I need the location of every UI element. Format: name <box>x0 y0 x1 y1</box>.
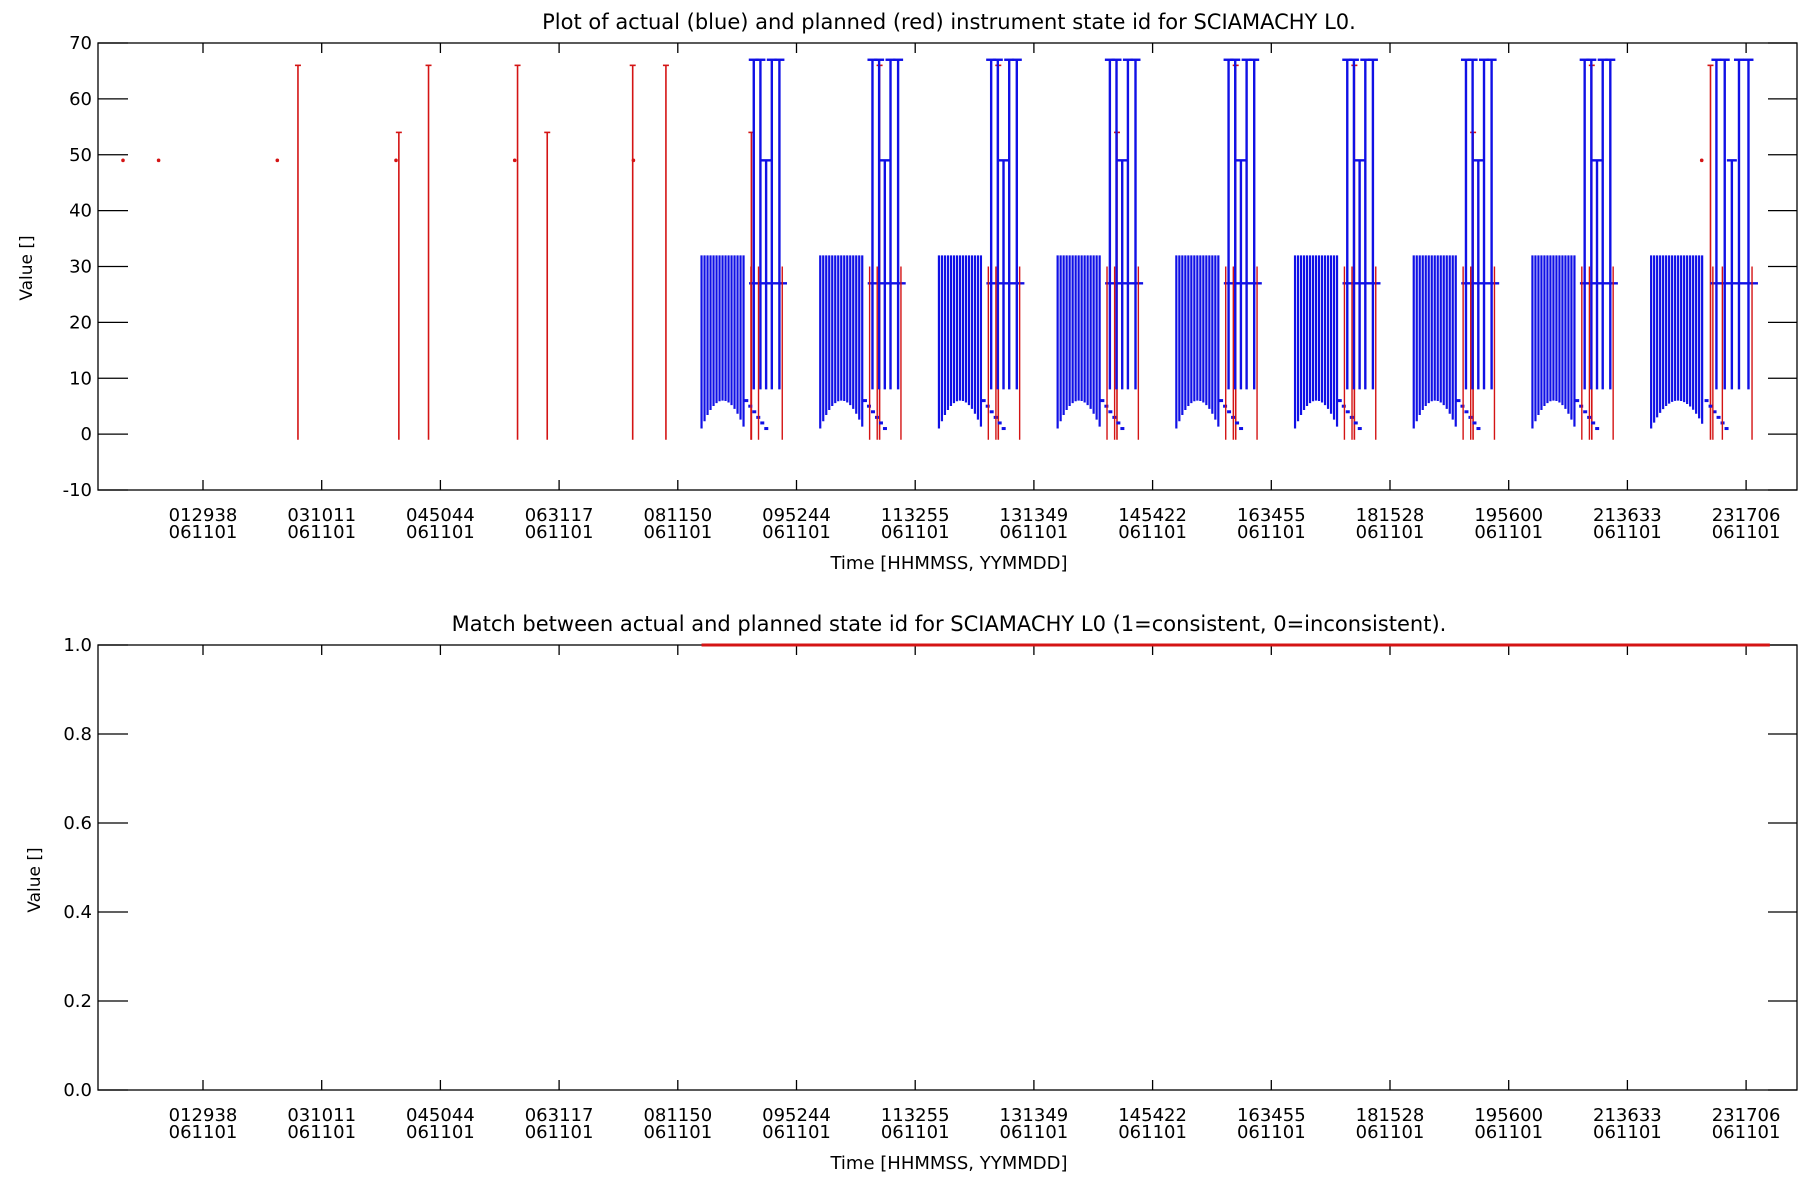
planned-point <box>631 158 636 163</box>
top-chart-ytick-label: 50 <box>69 145 92 166</box>
bottom-chart-ylabel: Value [] <box>25 847 45 912</box>
top-chart-title: Plot of actual (blue) and planned (red) … <box>542 10 1356 34</box>
bottom-chart-xtick-label-date: 061101 <box>525 1122 594 1143</box>
top-chart-ylabel: Value [] <box>17 235 37 300</box>
bottom-chart-xtick-label-date: 061101 <box>169 1122 238 1143</box>
bottom-chart-xtick-label-date: 061101 <box>762 1122 831 1143</box>
bottom-chart-xtick-label-time: 195600 <box>1474 1105 1543 1126</box>
top-chart-xtick-label-date: 061101 <box>1237 522 1306 543</box>
planned-point <box>512 158 517 163</box>
top-chart-xtick-label-date: 061101 <box>1118 522 1187 543</box>
bottom-chart-xtick-label-date: 061101 <box>1356 1122 1425 1143</box>
top-chart: -100102030405060700129380611010310110611… <box>63 33 1798 543</box>
bottom-chart-xtick-label-time: 181528 <box>1356 1105 1425 1126</box>
top-chart-xtick-label-time: 181528 <box>1356 505 1425 526</box>
top-chart-xtick-label-time: 195600 <box>1474 505 1543 526</box>
bottom-chart-xlabel: Time [HHMMSS, YYMMDD] <box>829 1153 1067 1174</box>
bottom-chart-frame <box>97 644 1798 1091</box>
top-chart-ytick-label: 20 <box>69 312 92 333</box>
bottom-chart-xtick-label-time: 145422 <box>1118 1105 1187 1126</box>
bottom-chart-ytick-label: 0.6 <box>63 813 92 834</box>
top-chart-xtick-label-time: 145422 <box>1118 505 1187 526</box>
bottom-chart-xtick-label-date: 061101 <box>1712 1122 1781 1143</box>
bottom-chart-xtick-label-date: 061101 <box>643 1122 712 1143</box>
bottom-chart-ytick-label: 0.2 <box>63 991 92 1012</box>
top-chart-xtick-label-time: 131349 <box>1000 505 1069 526</box>
bottom-chart-xtick-label-date: 061101 <box>287 1122 356 1143</box>
top-chart-xtick-label-date: 061101 <box>1356 522 1425 543</box>
bottom-chart-xtick-label-date: 061101 <box>881 1122 950 1143</box>
top-chart-ytick-label: 30 <box>69 257 92 278</box>
bottom-chart-xtick-label-date: 061101 <box>1118 1122 1187 1143</box>
top-chart-xtick-label-time: 231706 <box>1712 505 1781 526</box>
bottom-chart-title: Match between actual and planned state i… <box>452 612 1447 636</box>
bottom-chart-xtick-label-time: 131349 <box>1000 1105 1069 1126</box>
bottom-chart-xtick-label-time: 063117 <box>525 1105 594 1126</box>
bottom-chart-xtick-label-time: 095244 <box>762 1105 831 1126</box>
top-chart-xtick-label-time: 163455 <box>1237 505 1306 526</box>
top-chart-ytick-label: 70 <box>69 33 92 54</box>
top-chart-xtick-label-date: 061101 <box>762 522 831 543</box>
top-chart-xlabel: Time [HHMMSS, YYMMDD] <box>829 553 1067 574</box>
top-chart-xtick-label-time: 095244 <box>762 505 831 526</box>
bottom-chart-xtick-label-time: 213633 <box>1593 1105 1662 1126</box>
bottom-chart-xtick-label-time: 012938 <box>169 1105 238 1126</box>
bottom-chart-xtick-label-time: 163455 <box>1237 1105 1306 1126</box>
top-chart-xtick-label-date: 061101 <box>287 522 356 543</box>
top-chart-xtick-label-date: 061101 <box>1000 522 1069 543</box>
planned-point <box>121 158 125 163</box>
top-chart-xtick-label-time: 213633 <box>1593 505 1662 526</box>
bottom-chart-xtick-label-time: 231706 <box>1712 1105 1781 1126</box>
bottom-chart-xtick-label-time: 045044 <box>406 1105 475 1126</box>
top-chart-xtick-label-date: 061101 <box>1712 522 1781 543</box>
bottom-chart-ytick-label: 0.8 <box>63 724 92 745</box>
bottom-chart-xtick-label-date: 061101 <box>1000 1122 1069 1143</box>
bottom-chart-xtick-label-date: 061101 <box>406 1122 475 1143</box>
bottom-chart-xtick-label-time: 081150 <box>643 1105 712 1126</box>
bottom-chart-ytick-label: 0.4 <box>63 902 92 923</box>
top-chart-xtick-label-date: 061101 <box>1593 522 1662 543</box>
top-chart-ytick-label: 0 <box>81 424 92 445</box>
top-chart-xtick-label-time: 063117 <box>525 505 594 526</box>
top-chart-xtick-label-time: 012938 <box>169 505 238 526</box>
planned-point <box>1699 158 1704 163</box>
top-chart-ytick-label: -10 <box>63 480 92 501</box>
top-chart-xtick-label-date: 061101 <box>525 522 594 543</box>
top-chart-xtick-label-time: 031011 <box>287 505 356 526</box>
planned-point <box>156 158 161 163</box>
top-chart-xtick-label-time: 081150 <box>643 505 712 526</box>
top-chart-xtick-label-date: 061101 <box>406 522 475 543</box>
bottom-chart-ytick-label: 1.0 <box>63 635 92 656</box>
bottom-chart-ytick-label: 0.0 <box>63 1080 92 1101</box>
bottom-chart-xtick-label-date: 061101 <box>1237 1122 1306 1143</box>
bottom-chart-xtick-label-date: 061101 <box>1593 1122 1662 1143</box>
top-chart-ytick-label: 10 <box>69 368 92 389</box>
bottom-chart-xtick-label-date: 061101 <box>1474 1122 1543 1143</box>
bottom-chart-xtick-label-time: 113255 <box>881 1105 950 1126</box>
top-chart-xtick-label-time: 113255 <box>881 505 950 526</box>
top-chart-xtick-label-date: 061101 <box>643 522 712 543</box>
top-chart-xtick-label-time: 045044 <box>406 505 475 526</box>
bottom-chart-xtick-label-time: 031011 <box>287 1105 356 1126</box>
bottom-chart: 0.00.20.40.60.81.00129380611010310110611… <box>63 635 1798 1143</box>
planned-point <box>394 158 398 163</box>
top-chart-ytick-label: 40 <box>69 201 92 222</box>
top-chart-xtick-label-date: 061101 <box>1474 522 1543 543</box>
top-chart-xtick-label-date: 061101 <box>169 522 238 543</box>
planned-point <box>275 158 280 163</box>
top-chart-xtick-label-date: 061101 <box>881 522 950 543</box>
top-chart-ytick-label: 60 <box>69 89 92 110</box>
